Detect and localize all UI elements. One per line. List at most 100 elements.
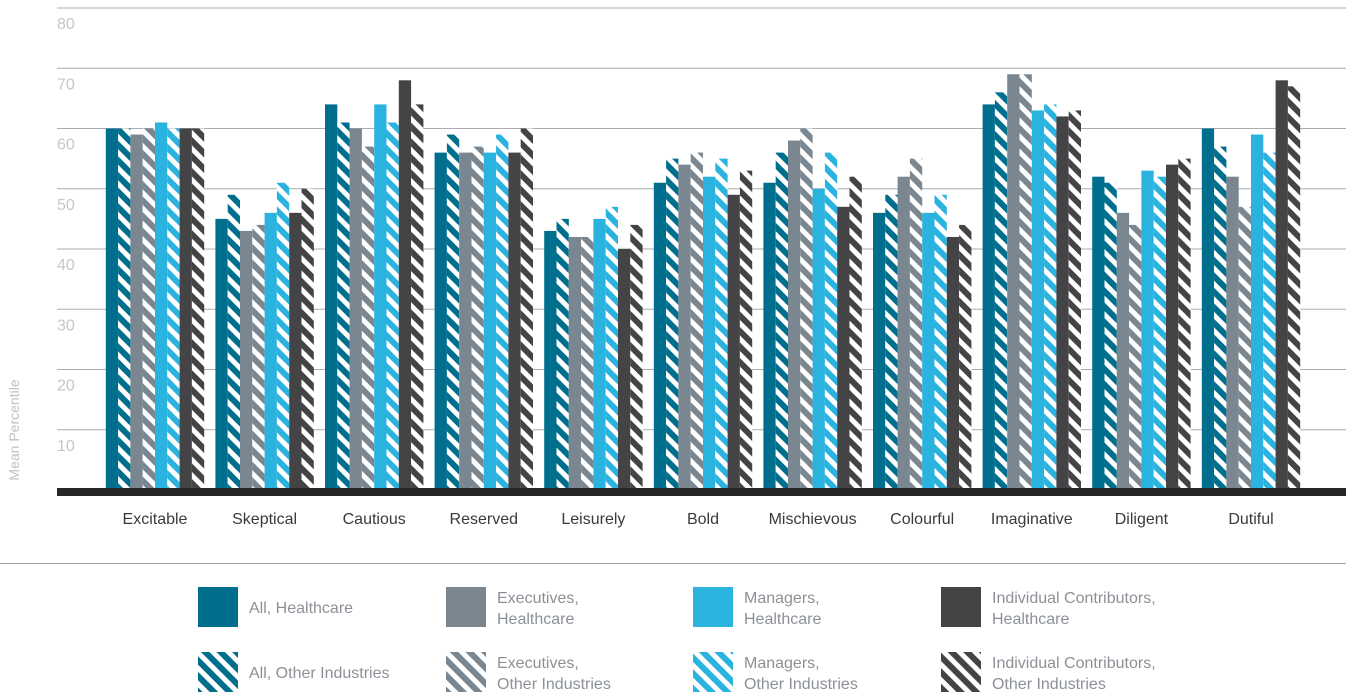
bar bbox=[776, 153, 788, 490]
x-tick-label: Excitable bbox=[123, 511, 188, 528]
bar bbox=[252, 225, 264, 490]
bar bbox=[740, 171, 752, 490]
bar bbox=[569, 237, 581, 490]
bar bbox=[240, 231, 252, 490]
legend-swatch bbox=[446, 652, 486, 692]
legend-label: Individual Contributors, bbox=[992, 590, 1156, 607]
bar bbox=[130, 135, 142, 490]
x-tick-label: Diligent bbox=[1115, 511, 1169, 528]
bar bbox=[1141, 171, 1153, 490]
bar bbox=[666, 159, 678, 490]
bar bbox=[898, 177, 910, 490]
bar bbox=[1020, 74, 1032, 490]
bar bbox=[678, 165, 690, 490]
legend-label: Executives, bbox=[497, 590, 579, 607]
legend-item: Managers, Other Industries bbox=[693, 652, 858, 693]
bar bbox=[143, 129, 155, 491]
x-tick-label: Dutiful bbox=[1228, 511, 1273, 528]
bar bbox=[302, 189, 314, 490]
x-tick-label: Skeptical bbox=[232, 511, 297, 528]
bar bbox=[1154, 177, 1166, 490]
legend-label: Other Industries bbox=[992, 676, 1106, 693]
bar bbox=[885, 195, 897, 490]
bar bbox=[1288, 86, 1300, 490]
bar bbox=[618, 249, 630, 490]
bar bbox=[1007, 74, 1019, 490]
bar bbox=[995, 92, 1007, 490]
legend-item: All, Healthcare bbox=[198, 587, 353, 627]
bar bbox=[813, 189, 825, 490]
legend-swatch bbox=[198, 652, 238, 692]
bar bbox=[484, 153, 496, 490]
x-tick-label: Mischievous bbox=[769, 511, 857, 528]
bar bbox=[630, 225, 642, 490]
bar bbox=[703, 177, 715, 490]
bar bbox=[1117, 213, 1129, 490]
legend-label: Executives, bbox=[497, 655, 579, 672]
legend-label: Individual Contributors, bbox=[992, 655, 1156, 672]
bar bbox=[1263, 153, 1275, 490]
bar bbox=[850, 177, 862, 490]
bar bbox=[472, 147, 484, 490]
bar bbox=[289, 213, 301, 490]
legend-item: Executives, Healthcare bbox=[446, 587, 579, 628]
bar bbox=[521, 129, 533, 491]
x-tick-label: Reserved bbox=[450, 511, 518, 528]
bar bbox=[387, 122, 399, 490]
bar bbox=[1129, 225, 1141, 490]
legend-label: Other Industries bbox=[497, 676, 611, 693]
bar bbox=[873, 213, 885, 490]
y-tick-label: 80 bbox=[57, 16, 75, 33]
bar bbox=[508, 153, 520, 490]
legend-swatch bbox=[693, 587, 733, 627]
bar bbox=[606, 207, 618, 490]
bar bbox=[983, 104, 995, 490]
legend-swatch bbox=[941, 587, 981, 627]
bar bbox=[192, 129, 204, 491]
bar bbox=[763, 183, 775, 490]
bar bbox=[581, 237, 593, 490]
bar bbox=[728, 195, 740, 490]
legend-swatch bbox=[693, 652, 733, 692]
bar bbox=[593, 219, 605, 490]
x-tick-label: Leisurely bbox=[561, 511, 625, 528]
bar bbox=[1105, 183, 1117, 490]
bar bbox=[910, 159, 922, 490]
bar bbox=[715, 159, 727, 490]
legend-label: All, Healthcare bbox=[249, 600, 353, 617]
bar bbox=[374, 104, 386, 490]
bar bbox=[1032, 110, 1044, 490]
x-tick-label: Imaginative bbox=[991, 511, 1073, 528]
bar bbox=[1239, 207, 1251, 490]
bar bbox=[1069, 110, 1081, 490]
bar bbox=[325, 104, 337, 490]
legend-swatch bbox=[198, 587, 238, 627]
legend-item: Individual Contributors, Other Industries bbox=[941, 652, 1156, 693]
bar bbox=[265, 213, 277, 490]
bar bbox=[350, 129, 362, 491]
bar bbox=[557, 219, 569, 490]
legend-item: All, Other Industries bbox=[198, 652, 390, 692]
bar bbox=[277, 183, 289, 490]
y-tick-label: 30 bbox=[57, 317, 75, 334]
bar bbox=[825, 153, 837, 490]
bar bbox=[654, 183, 666, 490]
legend-swatch bbox=[941, 652, 981, 692]
bar bbox=[837, 207, 849, 490]
y-tick-label: 50 bbox=[57, 197, 75, 214]
y-tick-label: 20 bbox=[57, 378, 75, 395]
legend-label: Healthcare bbox=[744, 611, 821, 628]
legend: All, Healthcare All, Other Industries Exec… bbox=[198, 587, 1156, 693]
legend-swatch bbox=[446, 587, 486, 627]
bar bbox=[118, 129, 130, 491]
bar bbox=[1226, 177, 1238, 490]
bar bbox=[496, 135, 508, 490]
bar bbox=[947, 237, 959, 490]
bar bbox=[1214, 147, 1226, 490]
legend-item: Individual Contributors, Healthcare bbox=[941, 587, 1156, 628]
legend-label: Other Industries bbox=[744, 676, 858, 693]
y-tick-label: 40 bbox=[57, 257, 75, 274]
bar bbox=[435, 153, 447, 490]
bar bbox=[935, 195, 947, 490]
bar bbox=[337, 122, 349, 490]
